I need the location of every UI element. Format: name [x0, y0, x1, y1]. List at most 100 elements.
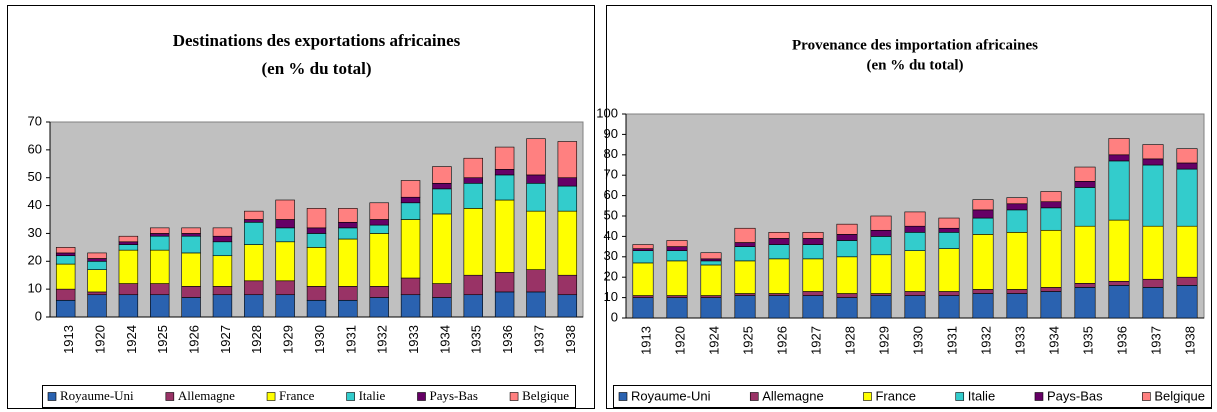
- bar-segment: [938, 227, 960, 233]
- legend-label: France: [875, 388, 915, 403]
- bar-segment: [870, 236, 892, 256]
- legend-swatch: [417, 392, 426, 401]
- legend-swatch: [1034, 392, 1044, 401]
- bar-segment: [118, 244, 139, 251]
- bar-segment: [938, 217, 960, 229]
- y-tick-label: 100: [596, 105, 618, 120]
- bar-segment: [494, 174, 515, 201]
- bar-segment: [150, 249, 170, 284]
- x-tick-label: 1937: [1148, 326, 1163, 355]
- bar-segment: [734, 295, 756, 319]
- bar-segment: [55, 288, 76, 301]
- bar-segment: [768, 238, 790, 245]
- bar-segment: [369, 202, 389, 220]
- bar-segment: [870, 293, 892, 296]
- bar-segment: [904, 291, 926, 296]
- bar-segment: [494, 146, 515, 170]
- bar-segment: [181, 252, 201, 287]
- bar-segment: [768, 244, 790, 260]
- legend-swatch: [618, 392, 628, 401]
- bar-segment: [369, 286, 389, 298]
- bar-segment: [87, 291, 107, 296]
- bar-segment: [666, 260, 688, 296]
- x-tick-label: 1930: [910, 326, 925, 355]
- legend-label: Royaume-Uni: [60, 388, 134, 403]
- legend-swatch: [346, 392, 355, 401]
- bar-segment: [972, 234, 994, 290]
- x-tick-label: 1938: [1182, 326, 1197, 355]
- bar-segment: [1176, 168, 1198, 227]
- bar-segment: [463, 177, 483, 184]
- bar-segment: [400, 202, 421, 220]
- bar-segment: [369, 224, 389, 234]
- bar-segment: [494, 199, 515, 273]
- bar-segment: [118, 235, 139, 243]
- bar-segment: [972, 209, 994, 219]
- bar-segment: [306, 227, 327, 234]
- legend-swatch: [749, 392, 759, 401]
- x-tick-label: 1913: [638, 326, 653, 355]
- bar-segment: [836, 293, 858, 298]
- x-tick-label: 1933: [406, 325, 421, 354]
- x-tick-label: 1926: [774, 326, 789, 355]
- x-tick-label: 1925: [740, 326, 755, 355]
- bar-segment: [150, 233, 170, 237]
- bar-segment: [1142, 164, 1164, 227]
- bar-segment: [734, 260, 756, 294]
- bar-segment: [632, 295, 654, 298]
- bar-segment: [632, 250, 654, 264]
- bar-segment: [1176, 148, 1198, 164]
- y-tick-label: 60: [28, 141, 42, 156]
- bar-segment: [1040, 191, 1062, 203]
- y-tick-label: 20: [604, 269, 618, 284]
- bar-segment: [557, 210, 578, 276]
- legend-label: Pays-Bas: [1047, 388, 1103, 403]
- bar-segment: [1108, 219, 1130, 282]
- bar-segment: [972, 289, 994, 294]
- y-tick-label: 50: [28, 169, 42, 184]
- legend-swatch: [266, 392, 276, 401]
- bar-segment: [275, 199, 295, 220]
- bar-segment: [244, 221, 264, 245]
- bar-segment: [700, 260, 722, 266]
- y-tick-label: 0: [611, 309, 618, 324]
- bar-segment: [275, 280, 295, 296]
- bar-segment: [1074, 287, 1096, 319]
- bar-segment: [244, 294, 264, 318]
- bar-segment: [768, 295, 790, 319]
- bar-segment: [118, 249, 139, 284]
- x-tick-label: 1936: [1114, 326, 1129, 355]
- bar-segment: [1176, 276, 1198, 286]
- legend-label: Allemagne: [178, 388, 235, 403]
- bar-segment: [150, 235, 170, 251]
- bar-segment: [666, 295, 688, 298]
- bar-segment: [244, 280, 264, 296]
- bar-segment: [904, 250, 926, 292]
- bar-segment: [212, 235, 233, 243]
- bar-segment: [870, 229, 892, 237]
- bar-segment: [870, 215, 892, 231]
- bar-segment: [557, 294, 578, 318]
- bar-segment: [938, 291, 960, 296]
- y-tick-label: 40: [28, 197, 42, 212]
- bar-segment: [1142, 278, 1164, 288]
- bar-segment: [700, 252, 722, 260]
- bar-segment: [338, 286, 358, 301]
- bar-segment: [87, 258, 107, 262]
- x-tick-label: 1928: [249, 325, 264, 354]
- bar-segment: [181, 286, 201, 298]
- x-tick-label: 1936: [500, 325, 515, 354]
- bar-segment: [1040, 229, 1062, 288]
- bar-segment: [306, 233, 327, 248]
- bar-segment: [938, 248, 960, 292]
- bar-segment: [1006, 289, 1028, 294]
- x-tick-label: 1924: [706, 326, 721, 355]
- bar-segment: [338, 227, 358, 240]
- legend-swatch: [47, 392, 57, 401]
- bar-segment: [338, 299, 358, 318]
- bar-segment: [666, 297, 688, 319]
- legend-label: France: [279, 388, 315, 403]
- y-tick-label: 60: [604, 187, 618, 202]
- chart-title: Provenance des importation africaines: [792, 37, 1038, 53]
- y-tick-label: 80: [604, 146, 618, 161]
